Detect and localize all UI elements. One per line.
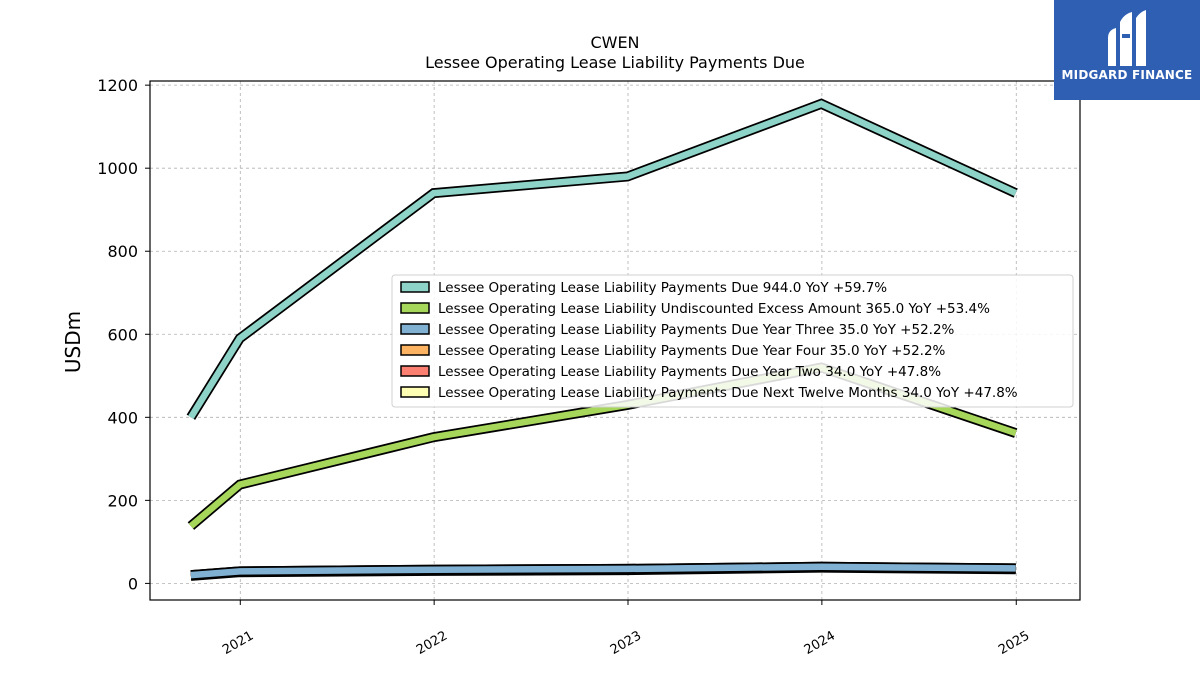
legend-swatch	[400, 323, 430, 335]
x-tick-label: 2023	[608, 628, 644, 658]
legend-entry: Lessee Operating Lease Liability Payment…	[438, 280, 887, 296]
y-axis-ticks: 0 200 400 600 800 1000 1200	[97, 76, 150, 593]
legend-entry: Lessee Operating Lease Liability Payment…	[438, 322, 955, 338]
chart-subtitle: Lessee Operating Lease Liability Payment…	[425, 53, 805, 72]
chart-title: CWEN	[590, 33, 639, 52]
y-tick-label: 400	[107, 408, 138, 427]
plot-frame	[149, 80, 1081, 601]
legend-entry: Lessee Operating Lease Liability Payment…	[438, 343, 946, 359]
brand-name: MIDGARD FINANCE	[1061, 68, 1193, 82]
x-tick-label: 2024	[802, 628, 838, 658]
y-tick-label: 1200	[97, 76, 138, 95]
midgard-pillar-logo-icon	[1108, 10, 1146, 66]
x-tick-label: 2021	[220, 628, 256, 658]
plot-series	[186, 98, 1018, 581]
brand-logo: MIDGARD FINANCE	[1054, 0, 1200, 100]
legend-swatch	[400, 386, 430, 398]
legend-box	[391, 274, 1074, 408]
legend-entry: Lessee Operating Lease Liability Undisco…	[438, 301, 990, 317]
legend-swatch	[400, 344, 430, 356]
x-tick-label: 2025	[996, 628, 1032, 658]
legend: Lessee Operating Lease Liability Payment…	[391, 274, 1074, 408]
y-tick-label: 1000	[97, 159, 138, 178]
series-line-1	[188, 100, 1018, 420]
series-line-3	[190, 563, 1016, 579]
legend-entry: Lessee Operating Lease Liability Payment…	[438, 364, 941, 380]
x-tick-label: 2022	[414, 628, 450, 658]
legend-swatch	[400, 365, 430, 377]
legend-swatch	[400, 281, 430, 293]
y-tick-label: 800	[107, 242, 138, 261]
y-tick-label: 200	[107, 491, 138, 510]
legend-swatch	[400, 302, 430, 314]
y-tick-label: 0	[128, 574, 138, 593]
y-tick-label: 600	[107, 325, 138, 344]
y-axis-label: USDm	[61, 311, 85, 373]
x-axis-ticks: 2021 2022 2023 2024 2025	[220, 600, 1032, 658]
legend-entry: Lessee Operating Lease Liability Payment…	[438, 385, 1018, 401]
